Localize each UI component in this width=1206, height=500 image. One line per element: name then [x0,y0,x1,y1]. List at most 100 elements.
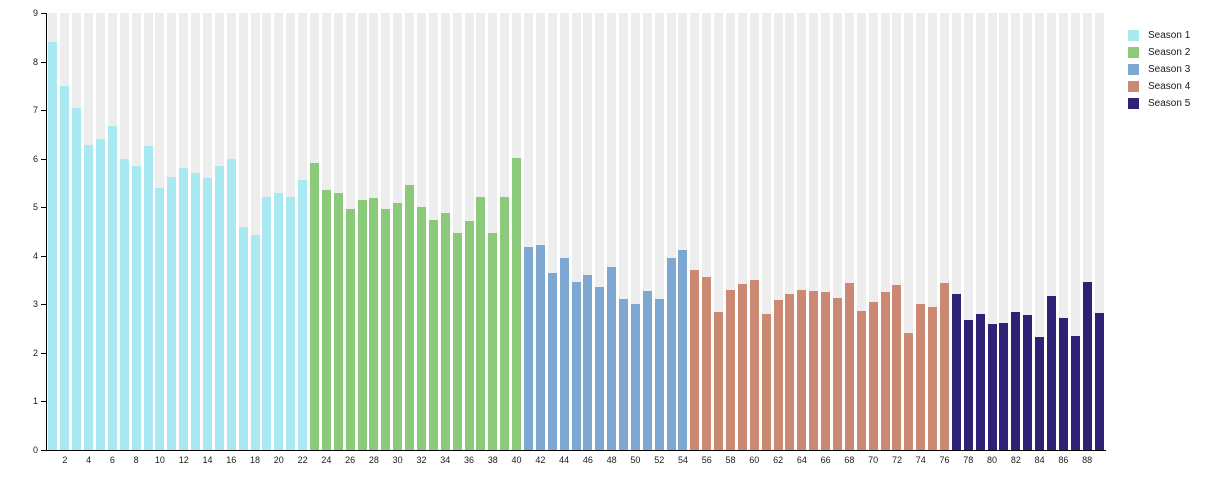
x-axis-tick-label: 44 [559,455,570,465]
y-axis-tick [41,304,46,306]
x-axis-tick-label: 40 [511,455,522,465]
y-axis-tick [41,255,46,257]
background-column [583,13,593,450]
background-column [809,13,819,450]
bar-episode-8 [131,165,141,450]
y-axis-tick-label: 8 [32,56,38,67]
background-column [654,13,664,450]
bar-episode-56 [702,277,712,450]
legend-label: Season 5 [1148,98,1191,109]
x-axis-tick-label: 14 [202,455,213,465]
x-axis-tick-label: 62 [773,455,784,465]
bar-episode-40 [512,157,522,450]
y-axis-tick-label: 1 [32,396,38,407]
legend-item-season-5: Season 5 [1128,95,1190,112]
x-axis-tick-label: 38 [487,455,498,465]
bar-episode-88 [1082,281,1092,450]
bar-episode-9 [143,145,153,450]
bar-episode-82 [1011,312,1021,450]
y-axis-tick-label: 0 [32,445,38,455]
x-axis-tick-label: 6 [109,455,115,465]
bar-episode-12 [179,168,189,450]
background-column [630,13,640,450]
x-axis-tick-label: 70 [868,455,879,465]
bar-episode-32 [416,207,426,450]
bar-episode-43 [547,272,557,450]
x-axis-tick-label: 18 [250,455,261,465]
x-axis-tick-label: 78 [963,455,974,465]
bar-episode-79 [975,314,985,450]
bar-episode-70 [868,302,878,450]
background-column [571,13,581,450]
bar-episode-10 [155,187,165,450]
background-column [904,13,914,450]
background-column [821,13,831,450]
background-column [642,13,652,450]
background-column [1035,13,1045,450]
bar-episode-28 [369,197,379,450]
bar-episode-78 [963,320,973,450]
background-column [844,13,854,450]
background-column [1058,13,1068,450]
bar-episode-6 [107,126,117,450]
x-axis-tick-label: 24 [321,455,332,465]
bar-episode-61 [761,313,771,450]
x-axis-tick-label: 76 [939,455,950,465]
bar-episode-15 [214,165,224,450]
bar-episode-76 [940,283,950,450]
legend-label: Season 4 [1148,81,1191,92]
bar-episode-13 [191,173,201,450]
background-column [797,13,807,450]
background-column [523,13,533,450]
bar-episode-52 [654,299,664,450]
bar-episode-73 [904,332,914,450]
bar-episode-42 [535,244,545,450]
bar-episode-72 [892,285,902,450]
bar-episode-85 [1047,295,1056,450]
bar-episode-87 [1070,336,1080,450]
bar-episode-19 [262,196,272,450]
background-column [1023,13,1033,450]
x-axis-tick-label: 64 [796,455,807,465]
bar-episode-68 [844,282,854,450]
bar-episode-63 [785,293,795,450]
background-column [928,13,938,450]
bar-episode-33 [428,220,438,450]
x-axis-tick-label: 26 [345,455,356,465]
legend-swatch-icon [1128,30,1139,41]
background-column [1047,13,1056,450]
background-column [666,13,676,450]
legend-swatch-icon [1128,98,1139,109]
x-axis-line [46,450,1106,451]
bar-episode-47 [595,287,605,450]
x-axis-tick-label: 46 [582,455,593,465]
y-axis-tick [41,450,46,451]
bar-episode-37 [476,197,486,450]
y-axis-tick [41,207,46,209]
bar-episode-71 [880,292,890,450]
bar-episode-30 [393,203,403,450]
bar-episode-34 [440,213,450,450]
y-axis-line [46,13,47,451]
background-column [975,13,985,450]
x-axis-tick-label: 22 [297,455,308,465]
background-column [619,13,629,450]
background-column [963,13,973,450]
bar-episode-74 [916,304,926,450]
y-axis-tick-label: 3 [32,299,38,310]
background-column [1070,13,1080,450]
bar-episode-75 [928,306,938,450]
background-column [916,13,926,450]
bar-episode-22 [298,179,308,450]
background-column [1094,13,1104,450]
x-axis-tick-label: 20 [273,455,284,465]
x-axis-tick-label: 56 [701,455,712,465]
y-axis-tick [41,352,46,354]
background-column [749,13,759,450]
x-axis-tick-label: 58 [725,455,736,465]
bar-episode-44 [559,257,569,450]
bar-episode-65 [809,290,819,450]
legend-item-season-2: Season 2 [1128,44,1190,61]
bar-episode-51 [642,291,652,450]
